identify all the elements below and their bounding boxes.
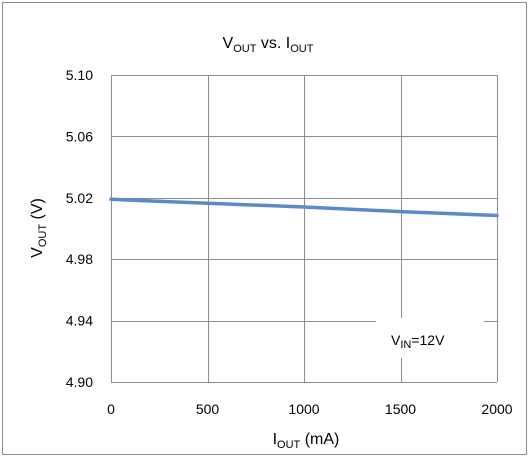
title-joiner: vs. (256, 35, 285, 52)
x-tick-label: 500 (196, 401, 220, 417)
y-tick-label: 4.90 (66, 374, 93, 390)
x-axis-title-main: I (273, 431, 277, 448)
title-second-subscript: OUT (290, 43, 314, 55)
y-tick-labels: 4.90 4.94 4.98 5.02 5.06 5.10 (66, 67, 93, 390)
title-main: V (223, 35, 234, 52)
annotation-rest: =12V (411, 332, 445, 348)
gridlines (111, 75, 498, 383)
x-tick-label: 2000 (481, 401, 512, 417)
annotation-subscript: IN (400, 339, 411, 351)
y-axis-title-subscript: OUT (37, 224, 49, 248)
series-line (109, 197, 499, 218)
y-axis-title-unit: (V) (29, 198, 46, 224)
annotation-main: V (391, 332, 401, 348)
y-axis-title-main: V (29, 247, 46, 258)
x-axis-title-unit: (mA) (300, 431, 339, 448)
x-axis-title: IOUT (mA) (273, 431, 340, 451)
chart-title: VOUT vs. IOUT (223, 35, 314, 55)
y-tick-label: 4.98 (66, 251, 93, 267)
x-axis-title-subscript: OUT (277, 439, 301, 451)
x-tick-label: 1000 (288, 401, 319, 417)
y-tick-label: 5.02 (66, 190, 93, 206)
annotation-text: VIN=12V (391, 332, 445, 351)
x-tick-label: 1500 (385, 401, 416, 417)
annotation-box (376, 318, 484, 358)
y-tick-label: 5.06 (66, 128, 93, 144)
y-tick-label: 5.10 (66, 67, 93, 83)
y-tick-label: 4.94 (66, 313, 93, 329)
x-tick-labels: 0 500 1000 1500 2000 (107, 401, 513, 417)
title-second: I (286, 35, 290, 52)
y-axis-title: VOUT (V) (29, 198, 49, 258)
x-tick-label: 0 (107, 401, 115, 417)
title-main-subscript: OUT (233, 43, 257, 55)
